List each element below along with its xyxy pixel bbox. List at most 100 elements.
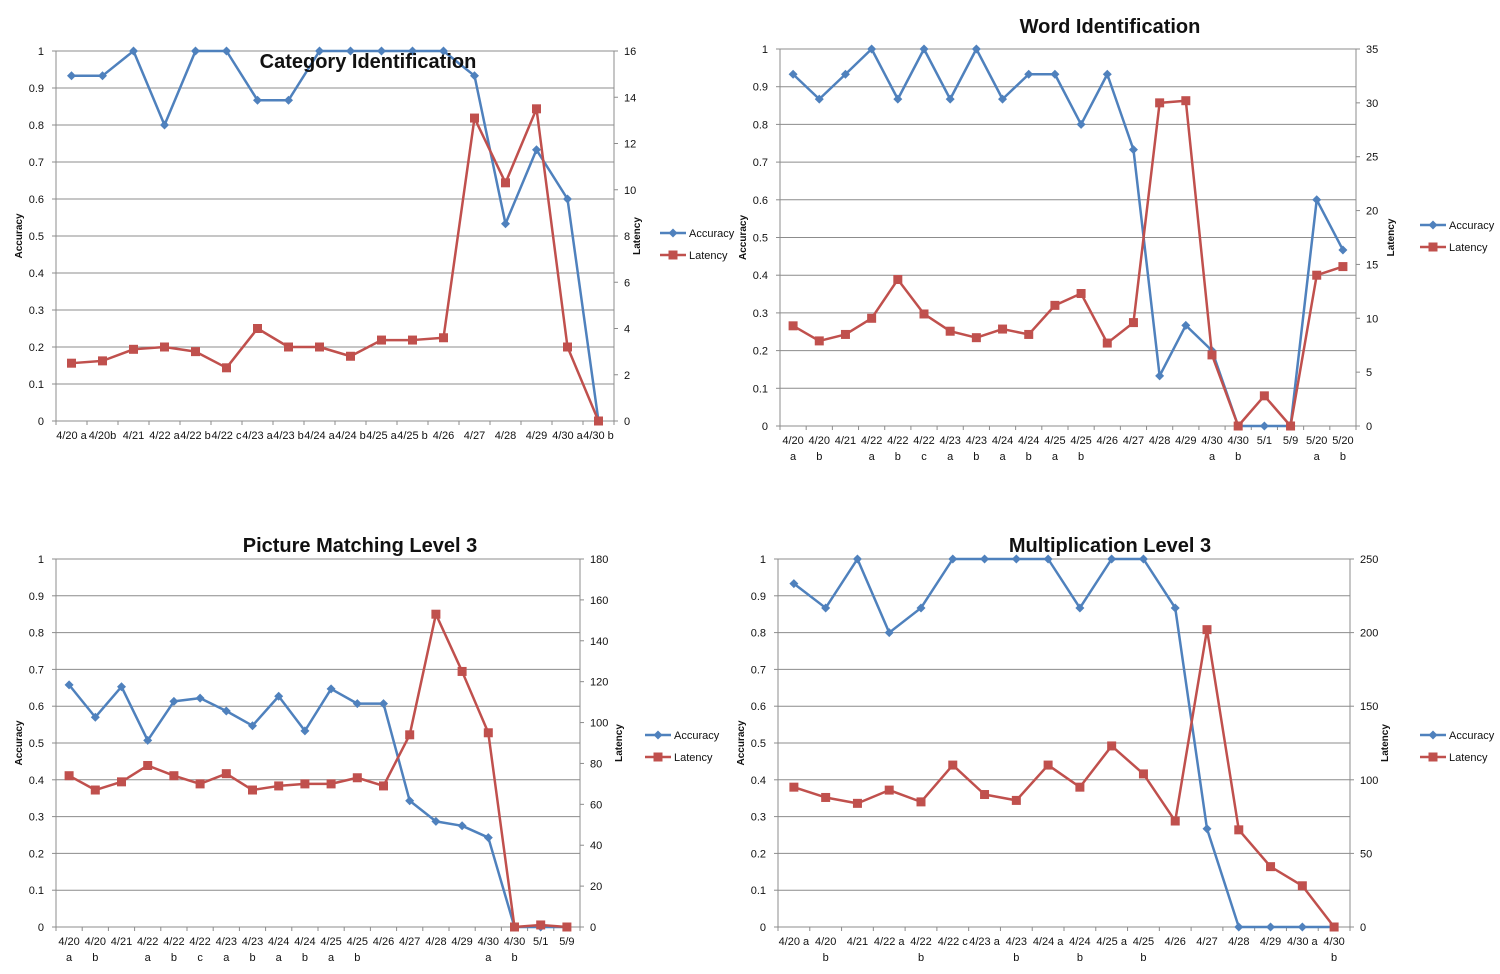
latency-point [483, 728, 493, 738]
latency-point [814, 336, 824, 346]
legend-marker-accuracy [653, 730, 663, 740]
accuracy-point [191, 46, 200, 56]
latency-point [1202, 625, 1212, 635]
latency-point [248, 785, 257, 795]
x-tick-label: 4/22 [910, 936, 931, 948]
y2-tick-label: 100 [1360, 775, 1378, 787]
x-tick-label: 4/30 [478, 936, 499, 948]
y-tick-label: 0.2 [29, 848, 44, 860]
x-tick-label: 4/24 b [335, 430, 366, 442]
x-tick-label: a [1314, 451, 1321, 463]
latency-point [274, 781, 284, 791]
x-tick-label: 4/30 a [1287, 936, 1318, 948]
y-axis-title: Accuracy [736, 720, 747, 765]
x-tick-label: 4/22 [861, 435, 882, 447]
y2-tick-label: 60 [590, 799, 602, 811]
x-tick-label: b [1235, 451, 1241, 463]
latency-point [980, 790, 990, 800]
latency-point [67, 358, 76, 368]
x-tick-label: 4/24 [992, 435, 1013, 447]
latency-point [532, 104, 541, 114]
accuracy-point [998, 94, 1008, 104]
x-tick-label: 4/23 [966, 435, 987, 447]
chart-title: Word Identification [1020, 16, 1201, 38]
latency-point [562, 922, 572, 932]
y-axis-title: Accuracy [14, 213, 25, 258]
accuracy-point [377, 46, 386, 56]
y-tick-label: 0.7 [29, 157, 44, 169]
x-tick-label: 4/25 [1044, 435, 1065, 447]
x-tick-label: 4/23 [939, 435, 960, 447]
y-tick-label: 0.5 [753, 233, 768, 245]
chart-panel-2: 00.10.20.30.40.50.60.70.80.9105101520253… [738, 16, 1495, 463]
x-tick-label: 4/26 [1097, 435, 1118, 447]
latency-point [377, 335, 386, 345]
latency-point [1170, 816, 1180, 826]
y-tick-label: 0.2 [751, 848, 766, 860]
latency-point [1297, 881, 1307, 891]
y-tick-label: 0.5 [29, 738, 44, 750]
y-tick-label: 0.6 [753, 195, 768, 207]
x-tick-label: 4/25 b [397, 430, 428, 442]
x-tick-label: a [66, 952, 73, 964]
x-tick-label: a [485, 952, 492, 964]
y2-tick-label: 30 [1366, 98, 1378, 110]
accuracy-point [300, 726, 310, 736]
legend-label-latency: Latency [674, 752, 713, 764]
accuracy-point [274, 691, 284, 701]
x-tick-label: 5/9 [1283, 435, 1298, 447]
accuracy-point [222, 46, 231, 56]
y-tick-label: 0.8 [29, 628, 44, 640]
accuracy-point [1155, 371, 1165, 381]
latency-point [1266, 862, 1276, 872]
y-tick-label: 0 [38, 416, 44, 428]
accuracy-point [852, 554, 862, 564]
accuracy-point [840, 69, 850, 79]
x-tick-label: 4/25 a [366, 430, 397, 442]
x-tick-label: b [1077, 952, 1083, 964]
x-tick-label: 4/23 [1006, 936, 1027, 948]
latency-point [143, 760, 153, 770]
accuracy-point [814, 94, 824, 104]
latency-point [501, 178, 510, 188]
latency-point [405, 730, 415, 740]
y2-tick-label: 140 [590, 636, 608, 648]
x-tick-label: b [249, 952, 255, 964]
y2-tick-label: 0 [1360, 922, 1366, 934]
accuracy-point [1102, 69, 1112, 79]
x-tick-label: 5/9 [559, 936, 574, 948]
accuracy-point [1128, 145, 1138, 155]
accuracy-point [143, 735, 153, 745]
y-tick-label: 0.4 [29, 268, 44, 280]
x-tick-label: 4/20b [89, 430, 117, 442]
y2-tick-label: 4 [624, 324, 630, 336]
y2-tick-label: 20 [590, 881, 602, 893]
y2-tick-label: 14 [624, 92, 636, 104]
series-line-latency [792, 99, 1344, 428]
y2-tick-label: 0 [1366, 421, 1372, 433]
x-tick-label: 4/22 b [180, 430, 211, 442]
x-tick-label: 4/29 [451, 936, 472, 948]
accuracy-point [916, 603, 926, 613]
y2-tick-label: 80 [590, 758, 602, 770]
x-tick-label: a [1209, 451, 1216, 463]
x-tick-label: b [1078, 451, 1084, 463]
accuracy-point [129, 46, 138, 56]
y-tick-label: 0.1 [753, 383, 768, 395]
x-tick-label: a [276, 952, 283, 964]
latency-point [117, 777, 126, 787]
chart-panel-1: 00.10.20.30.40.50.60.70.80.9102468101214… [14, 46, 735, 442]
y-tick-label: 0.9 [753, 82, 768, 94]
latency-point [563, 342, 572, 352]
latency-point [594, 416, 603, 426]
y-tick-label: 0 [760, 922, 766, 934]
latency-point [191, 347, 200, 357]
x-tick-label: 4/27 [1196, 936, 1217, 948]
y-tick-label: 0.9 [751, 591, 766, 603]
y2-tick-label: 2 [624, 370, 630, 382]
x-tick-label: 4/26 [433, 430, 454, 442]
x-tick-label: 4/28 [1228, 936, 1249, 948]
y-tick-label: 1 [760, 554, 766, 566]
accuracy-point [405, 796, 415, 806]
